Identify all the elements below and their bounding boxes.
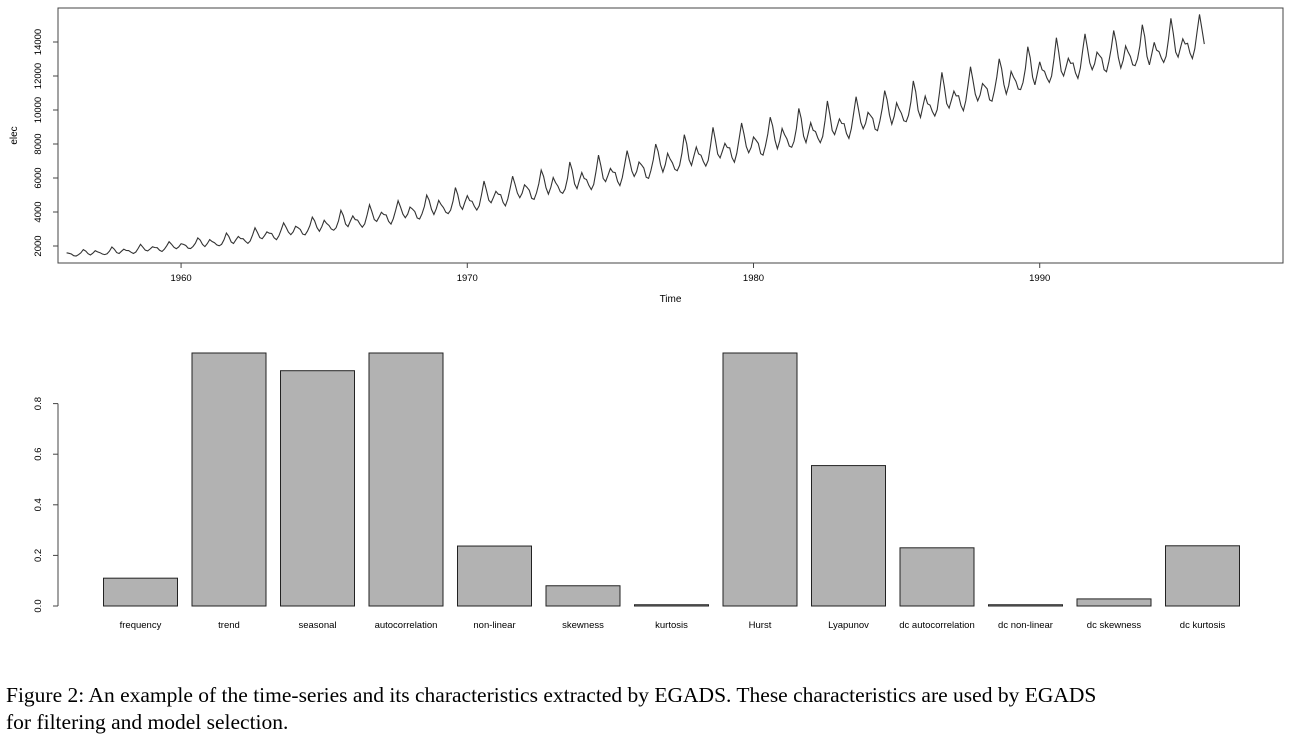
bar-category-label: dc skewness xyxy=(1087,620,1142,631)
y-tick-label: 8000 xyxy=(33,133,44,154)
y-tick-label: 0.0 xyxy=(33,599,44,612)
bar-category-label: dc non-linear xyxy=(998,620,1053,631)
bar-category-label: non-linear xyxy=(473,620,515,631)
y-tick-label: 0.2 xyxy=(33,549,44,562)
bar-category-label: Lyapunov xyxy=(828,620,869,631)
bar-category-label: kurtosis xyxy=(655,620,688,631)
y-tick-label: 10000 xyxy=(33,97,44,123)
y-tick-label: 14000 xyxy=(33,29,44,55)
bar-category-label: Hurst xyxy=(749,620,772,631)
bar xyxy=(1165,545,1240,607)
bar xyxy=(103,577,178,607)
figure-caption: Figure 2: An example of the time-series … xyxy=(6,682,1306,736)
caption-line-1: Figure 2: An example of the time-series … xyxy=(6,683,1097,707)
bar-category-label: dc kurtosis xyxy=(1180,620,1226,631)
bar xyxy=(722,352,798,607)
bar xyxy=(191,352,267,607)
bar xyxy=(457,545,532,607)
series-line xyxy=(66,14,1205,257)
bar-category-label: trend xyxy=(218,620,240,631)
y-tick-label: 2000 xyxy=(33,235,44,256)
bar xyxy=(368,352,444,607)
caption-line-2: for filtering and model selection. xyxy=(6,710,289,734)
characteristics-bar-chart: frequency trend seasonal autocorrelation non… xyxy=(33,352,1240,631)
bar-category-label: frequency xyxy=(120,620,162,631)
bar xyxy=(811,465,886,607)
y-tick-label: 0.8 xyxy=(33,397,44,410)
bar xyxy=(1076,598,1152,607)
x-tick-label: 1960 xyxy=(171,273,192,284)
bar xyxy=(280,370,355,607)
plot-frame xyxy=(57,7,1284,264)
x-tick-label: 1980 xyxy=(743,273,764,284)
y-tick-label: 6000 xyxy=(33,167,44,188)
bar-category-label: autocorrelation xyxy=(375,620,438,631)
bar xyxy=(545,585,621,607)
y-axis-label: elec xyxy=(9,126,20,144)
y-tick-label: 12000 xyxy=(33,63,44,89)
bar-category-label: dc autocorrelation xyxy=(899,620,975,631)
x-tick-label: 1990 xyxy=(1029,273,1050,284)
x-axis-label: Time xyxy=(660,294,682,305)
bar-category-label: skewness xyxy=(562,620,604,631)
y-tick-label: 0.4 xyxy=(33,498,44,511)
bar xyxy=(899,547,975,607)
time-series-line-chart: 1960 1970 1980 1990 2000 4000 6000 8000 10000 120… xyxy=(9,7,1284,305)
bar xyxy=(634,604,709,607)
x-tick-label: 1970 xyxy=(457,273,478,284)
y-tick-label: 4000 xyxy=(33,201,44,222)
bar-category-label: seasonal xyxy=(298,620,336,631)
bar xyxy=(988,604,1063,607)
y-tick-label: 0.6 xyxy=(33,448,44,461)
